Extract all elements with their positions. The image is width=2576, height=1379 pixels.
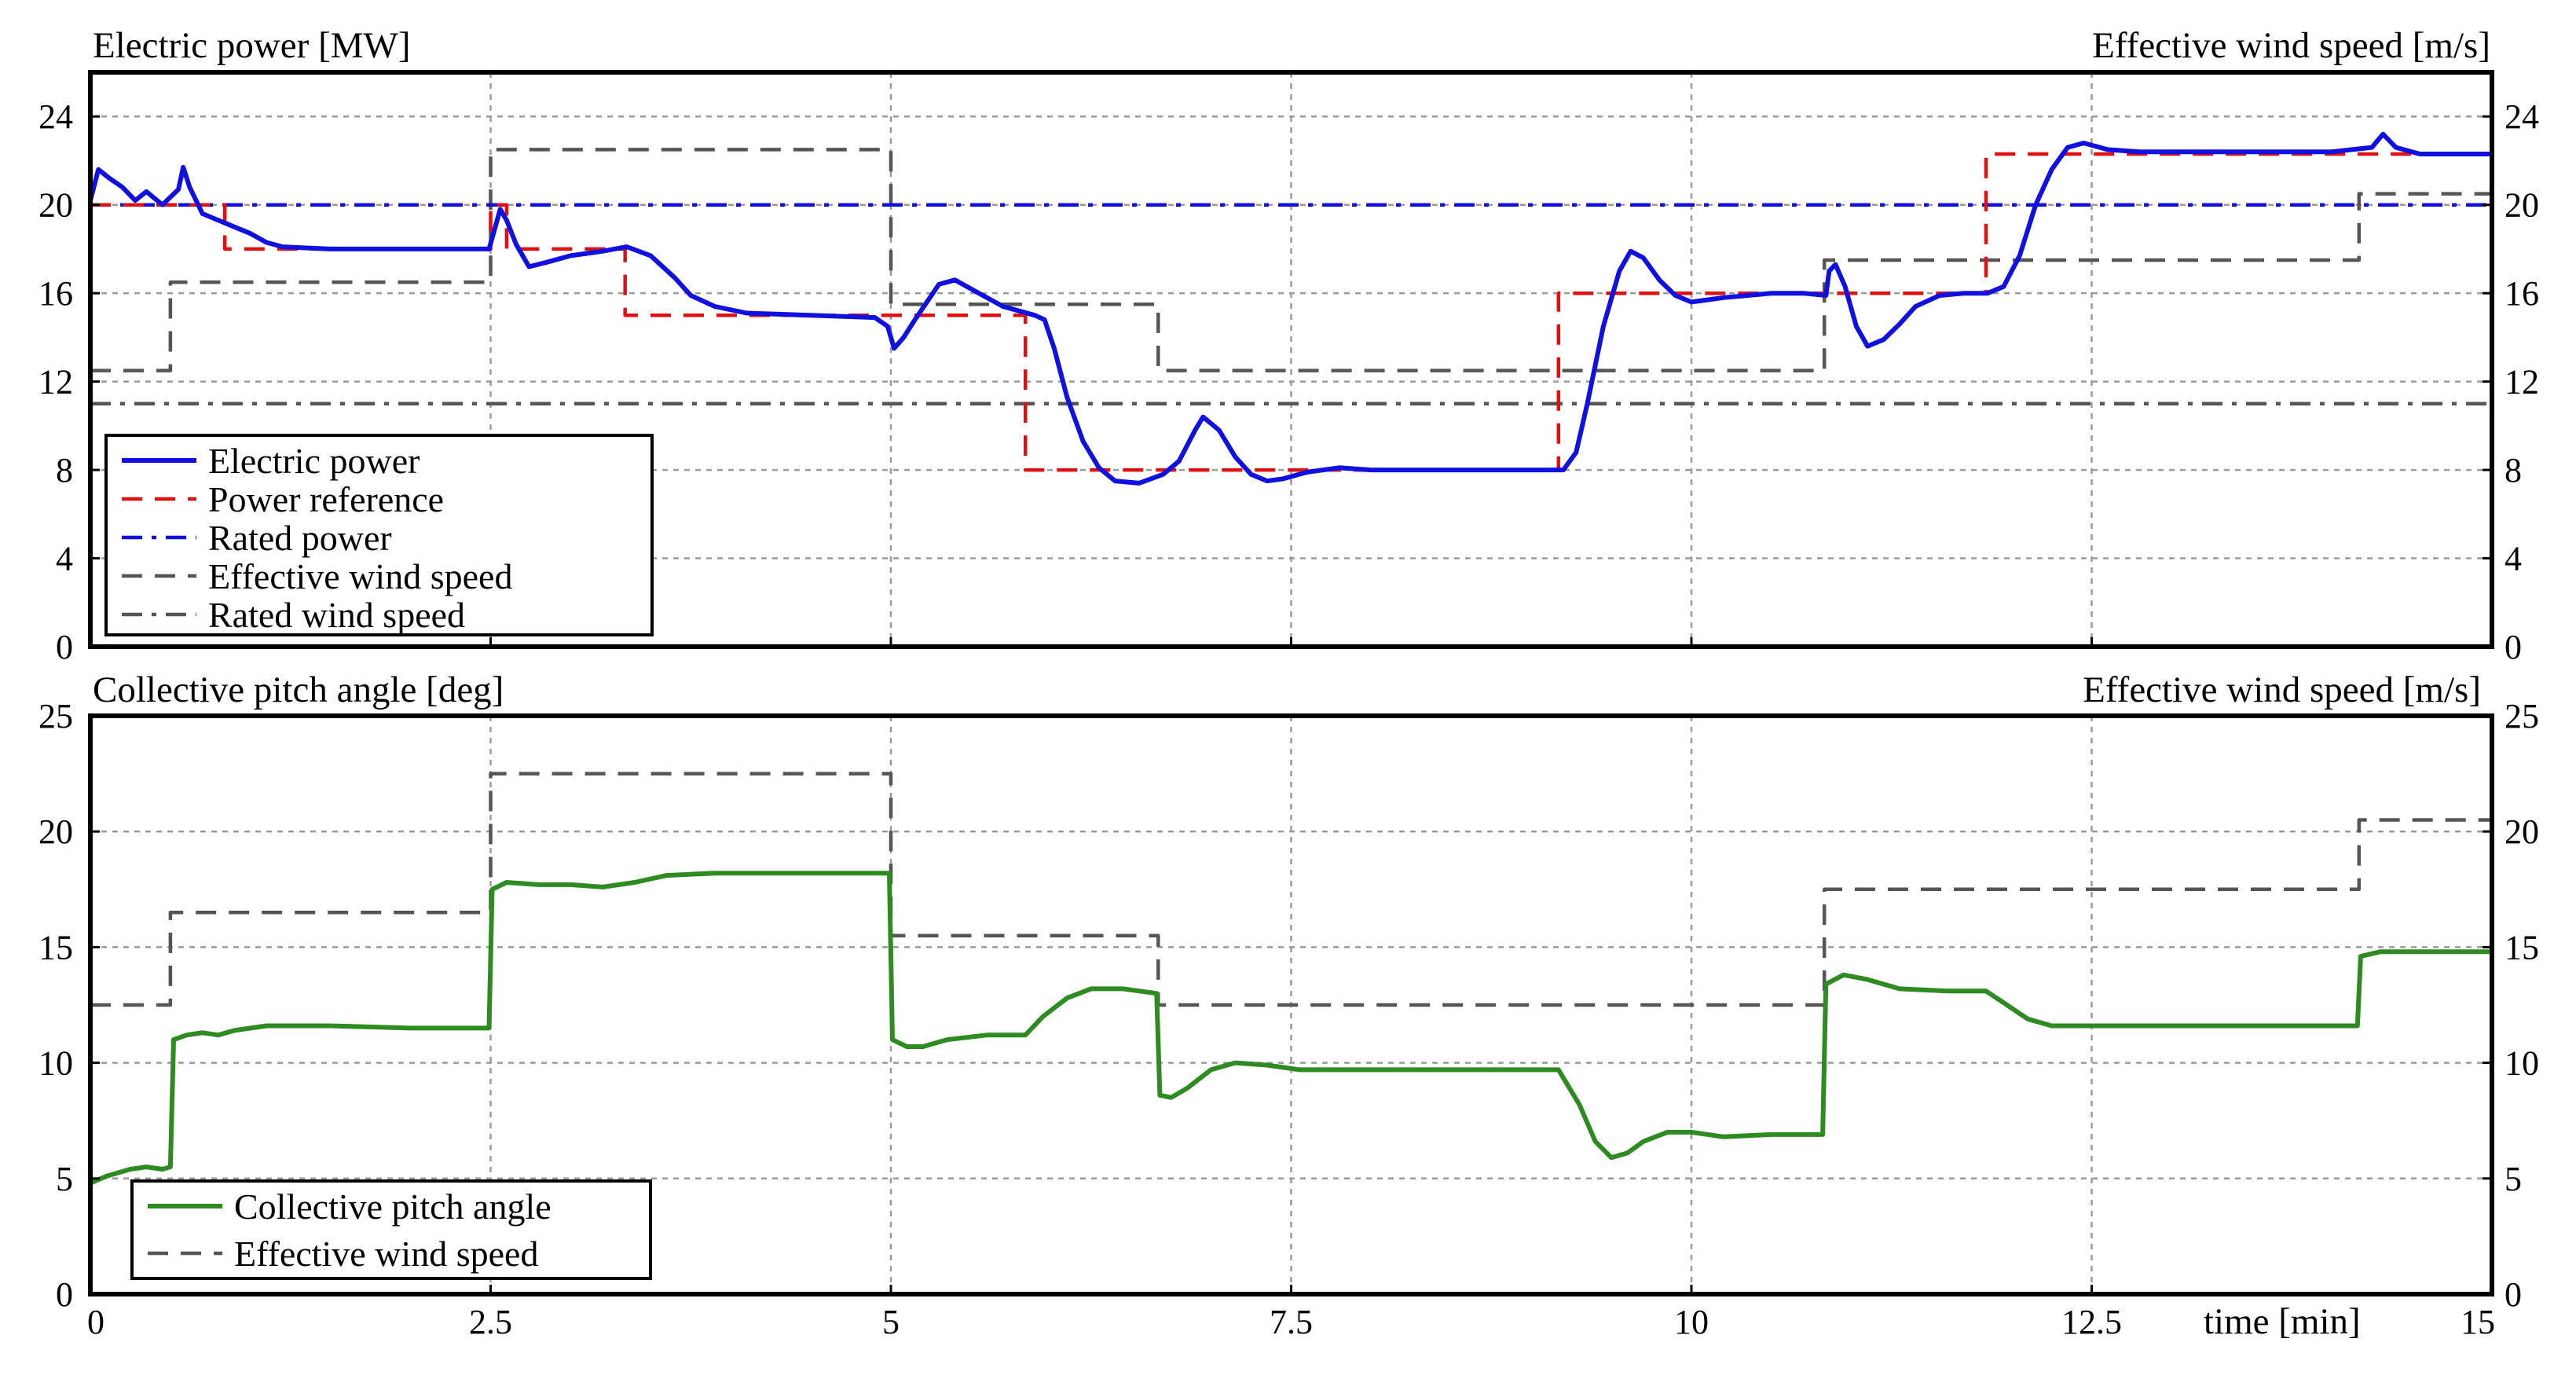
power-right-tick-label: 20 <box>2505 186 2539 225</box>
pitch-right-tick-label: 15 <box>2505 928 2539 966</box>
pitch-x-tick-label: 10 <box>1674 1303 1709 1341</box>
pitch-series-effective-wind-speed <box>90 772 2492 1007</box>
pitch-left-tick-label: 10 <box>38 1044 73 1083</box>
pitch-series-layer <box>89 772 2492 1186</box>
power-left-tick-label: 16 <box>38 274 73 313</box>
power-right-tick-label: 0 <box>2505 628 2522 666</box>
power-right-axis-title: Effective wind speed [m/s] <box>2092 25 2490 66</box>
power-legend-label-rated-power: Rated power <box>208 518 392 558</box>
x-axis-label: time [min] <box>2204 1301 2361 1342</box>
power-right-tick-label: 12 <box>2505 363 2539 402</box>
pitch-right-axis-title: Effective wind speed [m/s] <box>2083 669 2481 710</box>
pitch-right-tick-label: 25 <box>2505 697 2539 735</box>
pitch-left-tick-label: 15 <box>38 928 73 966</box>
pitch-x-tick-label: 2.5 <box>469 1303 512 1341</box>
power-left-tick-label: 24 <box>38 97 73 136</box>
power-legend-label-effective-wind-speed: Effective wind speed <box>208 556 512 596</box>
power-right-tick-label: 16 <box>2505 274 2539 313</box>
pitch-x-tick-label: 7.5 <box>1270 1303 1313 1341</box>
pitch-right-tick-label: 20 <box>2505 812 2539 851</box>
pitch-right-tick-label: 10 <box>2505 1044 2539 1083</box>
power-left-tick-label: 8 <box>56 451 73 490</box>
pitch-right-tick-label: 5 <box>2505 1160 2522 1198</box>
pitch-x-tick-label: 15 <box>2461 1303 2495 1341</box>
pitch-left-axis-title: Collective pitch angle [deg] <box>93 669 504 710</box>
power-legend-label-power-reference: Power reference <box>208 479 444 519</box>
power-right-tick-label: 4 <box>2505 540 2522 578</box>
power-legend-label-electric-power: Electric power <box>208 441 420 481</box>
pitch-legend: Collective pitch angle Effective wind spe… <box>130 1179 652 1280</box>
power-series-layer <box>88 131 2492 486</box>
power-legend-label-rated-wind-speed: Rated wind speed <box>208 595 465 635</box>
power-series-electric-power <box>88 131 2492 486</box>
power-left-tick-label: 20 <box>38 186 73 225</box>
power-ticks: 0 0 4 4 8 8 12 12 16 16 20 20 24 24 <box>38 97 2539 666</box>
power-left-tick-label: 4 <box>56 540 73 578</box>
power-left-axis-title: Electric power [MW] <box>93 25 411 66</box>
pitch-x-tick-label: 5 <box>882 1303 900 1341</box>
pitch-series-collective-pitch-angle <box>89 871 2492 1186</box>
pitch-legend-label-effective-wind-speed: Effective wind speed <box>234 1234 538 1274</box>
pitch-legend-box <box>130 1179 652 1280</box>
power-legend-box <box>104 434 654 636</box>
power-left-tick-label: 0 <box>56 628 73 666</box>
pitch-left-tick-label: 5 <box>56 1160 73 1198</box>
power-right-tick-label: 8 <box>2505 451 2522 490</box>
power-right-tick-label: 24 <box>2505 97 2539 136</box>
power-chart: 0 0 4 4 8 8 12 12 16 16 20 20 24 24 Electric power [M… <box>38 25 2539 666</box>
power-left-tick-label: 12 <box>38 363 73 402</box>
pitch-x-tick-label: 0 <box>87 1303 104 1341</box>
pitch-x-tick-label: 12.5 <box>2061 1303 2122 1341</box>
pitch-left-tick-label: 20 <box>38 812 73 851</box>
pitch-left-tick-label: 25 <box>38 697 73 735</box>
pitch-legend-label-collective-pitch-angle: Collective pitch angle <box>234 1186 551 1227</box>
pitch-left-tick-label: 0 <box>56 1275 73 1314</box>
pitch-right-tick-label: 0 <box>2505 1275 2522 1314</box>
